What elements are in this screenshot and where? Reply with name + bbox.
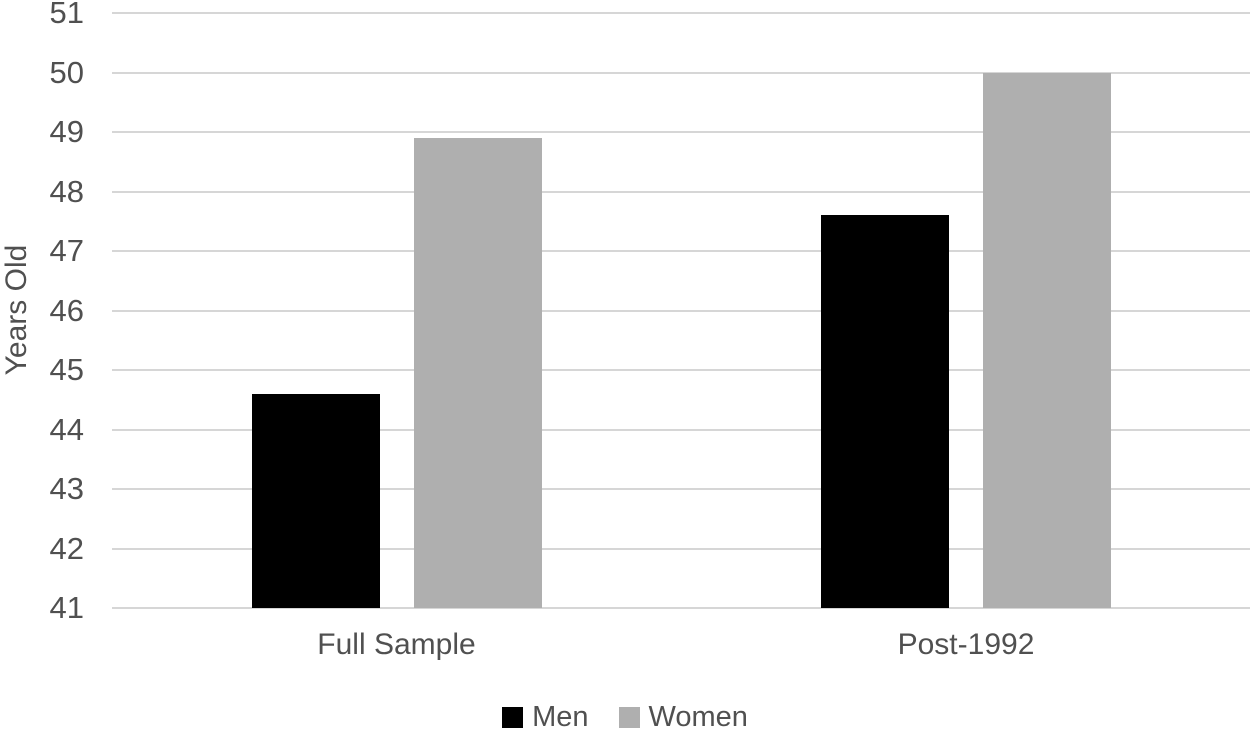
bar-women-full-sample xyxy=(413,137,542,608)
gridline xyxy=(112,71,1250,74)
legend-label: Women xyxy=(648,701,748,733)
y-axis-ticks: 41 42 43 44 45 46 47 48 49 50 51 xyxy=(0,0,84,736)
x-axis-category-label: Post-1992 xyxy=(897,628,1035,661)
y-tick-label: 44 xyxy=(49,411,84,447)
legend-item-men: Men xyxy=(502,701,589,734)
gridline xyxy=(112,547,1250,550)
plot-area xyxy=(112,12,1250,609)
y-tick-label: 50 xyxy=(49,54,84,90)
y-tick-label: 51 xyxy=(49,0,84,30)
gridline xyxy=(112,131,1250,133)
gridline xyxy=(112,190,1250,193)
y-tick-label: 41 xyxy=(49,589,84,625)
bar-men-post-1992 xyxy=(821,215,949,608)
gridline xyxy=(112,309,1250,312)
legend-item-women: Women xyxy=(618,701,748,734)
x-axis-category-label: Full Sample xyxy=(317,628,476,661)
gridline xyxy=(112,12,1250,14)
legend-swatch-men xyxy=(502,707,524,728)
y-tick-label: 47 xyxy=(49,232,84,268)
gridline xyxy=(112,250,1250,252)
y-tick-label: 45 xyxy=(49,351,84,387)
gridline xyxy=(112,488,1250,490)
legend: Men Women xyxy=(0,701,1250,734)
bar-women-post-1992 xyxy=(983,72,1111,608)
y-tick-label: 43 xyxy=(49,470,84,506)
gridline xyxy=(112,369,1250,371)
x-axis-labels: Full Sample Post-1992 xyxy=(0,628,1250,668)
y-tick-label: 49 xyxy=(49,113,84,149)
y-tick-label: 46 xyxy=(49,292,84,328)
y-tick-label: 48 xyxy=(49,173,84,209)
bar-men-full-sample xyxy=(251,393,380,608)
legend-label: Men xyxy=(532,701,589,733)
y-tick-label: 42 xyxy=(49,530,84,566)
gridline xyxy=(112,607,1250,609)
legend-swatch-women xyxy=(618,707,640,728)
gridline xyxy=(112,428,1250,431)
